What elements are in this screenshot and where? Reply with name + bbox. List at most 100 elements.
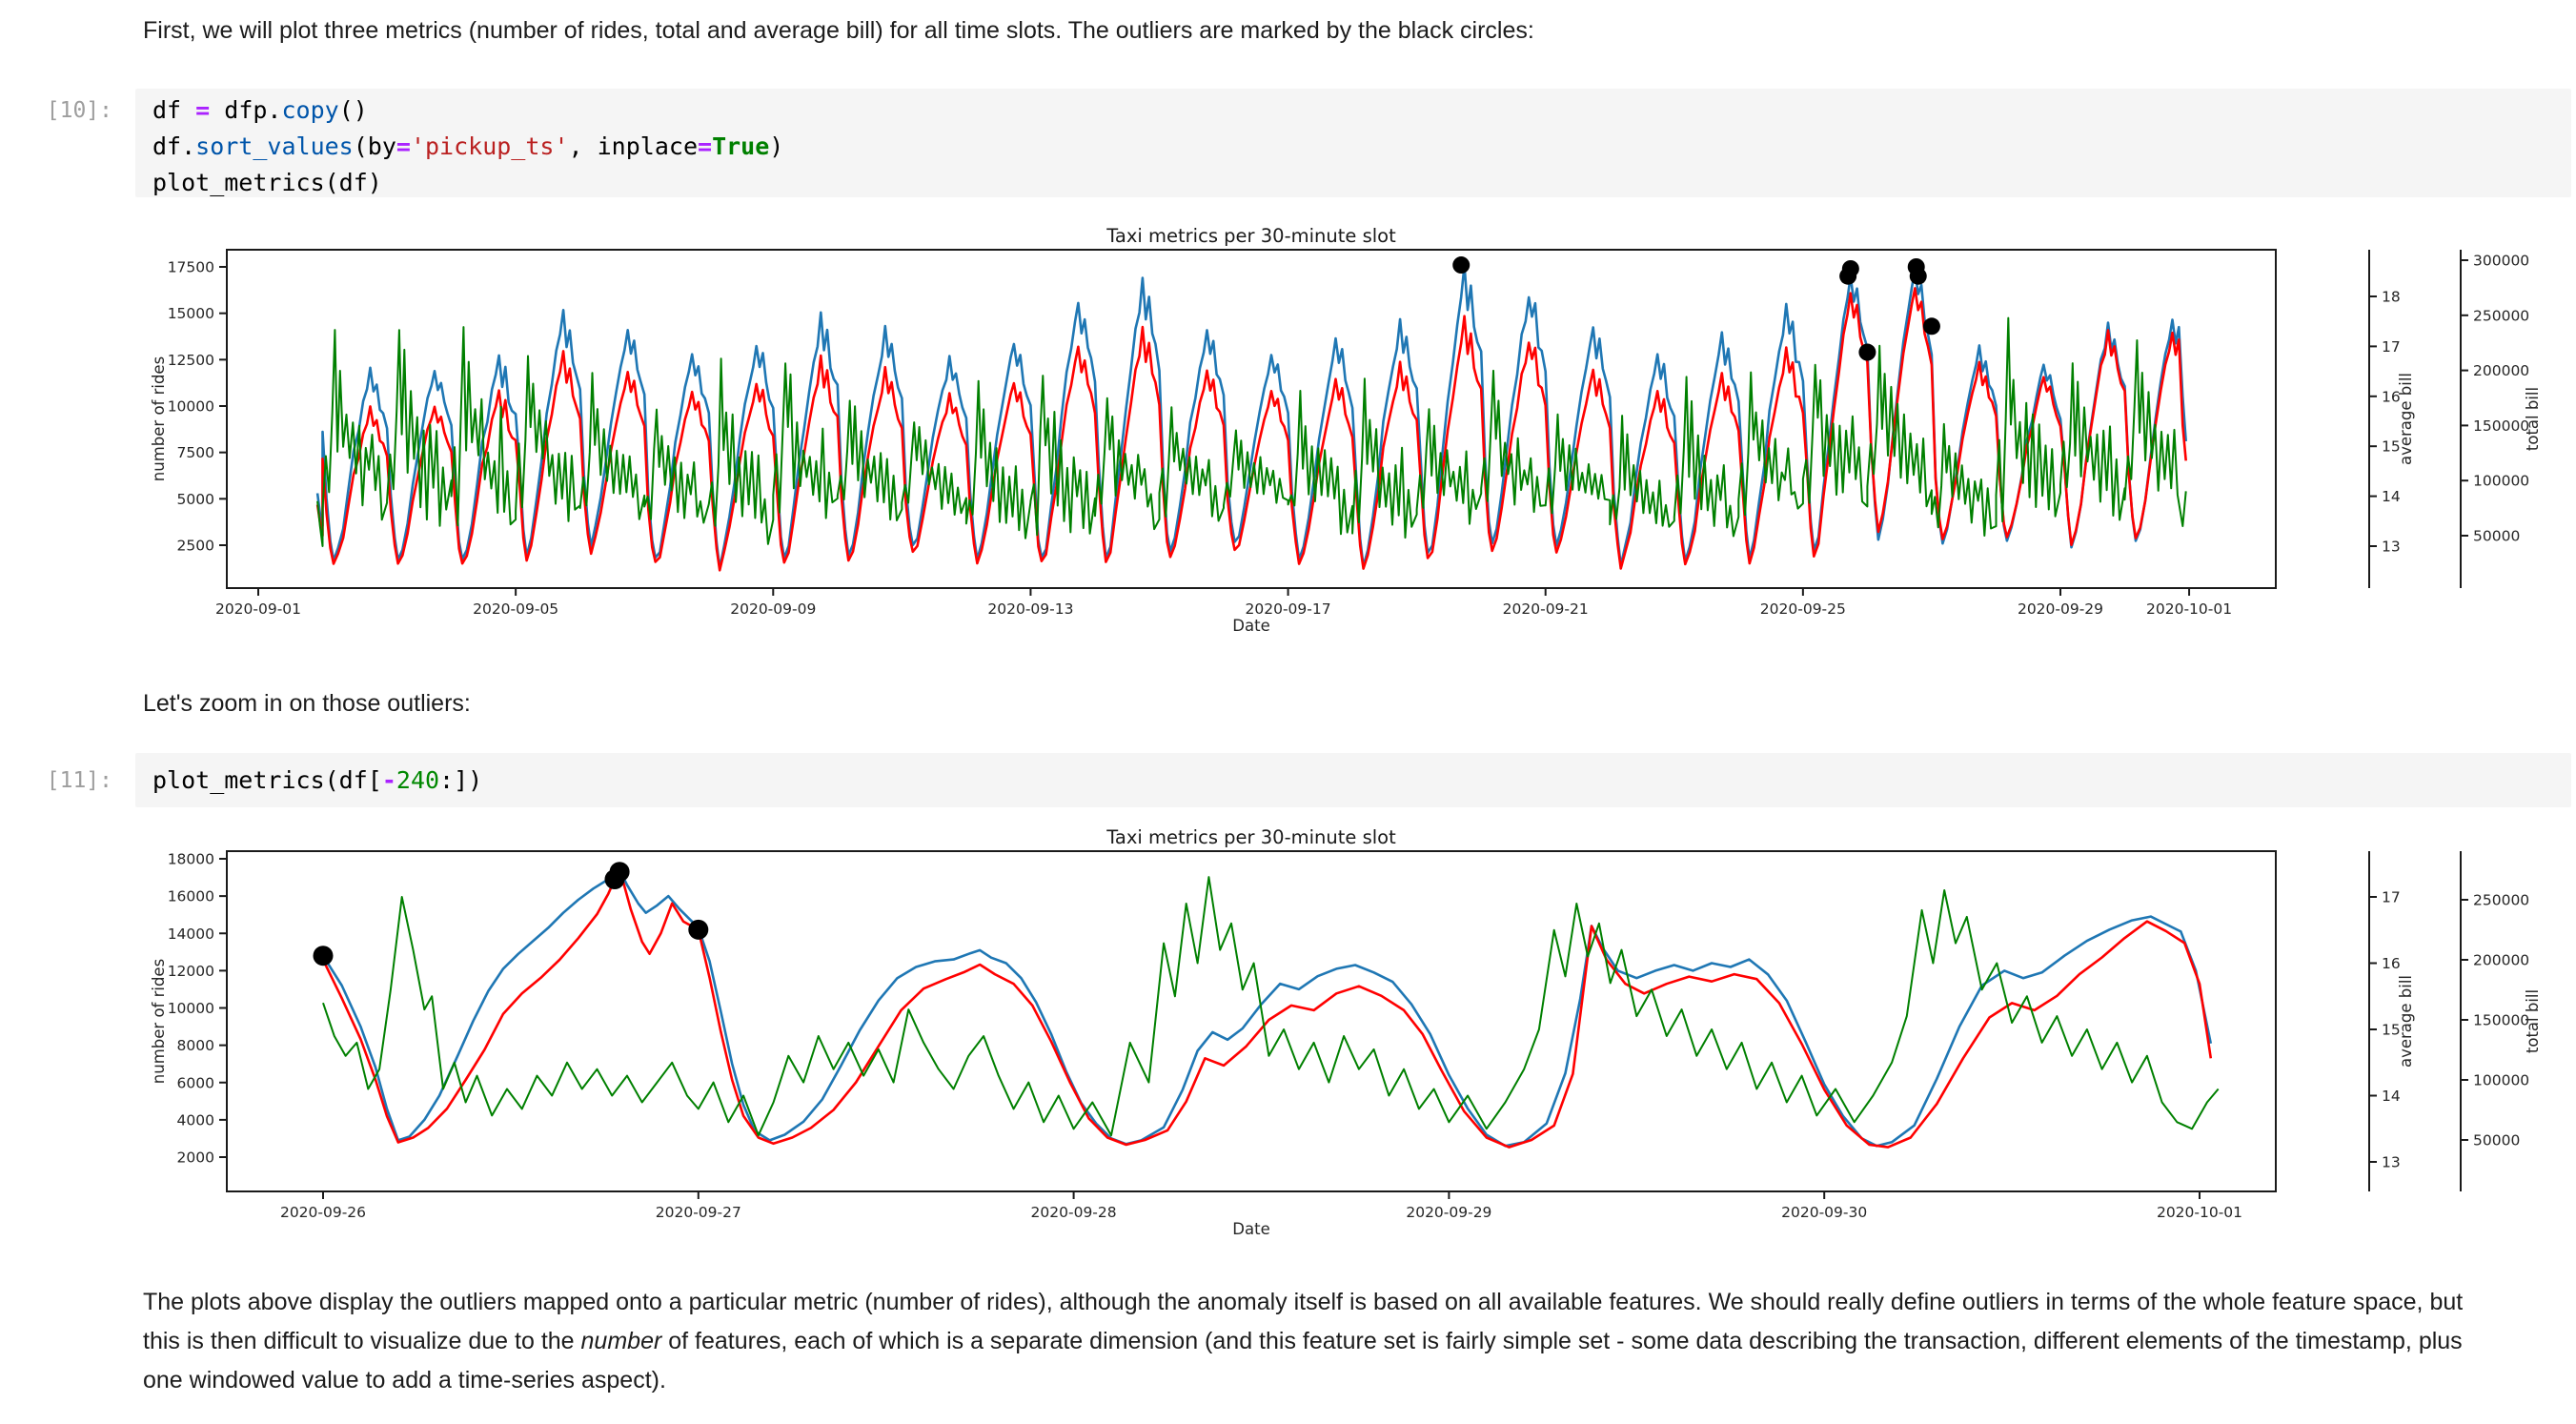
code-token: = bbox=[396, 132, 411, 160]
code-token: 'pickup_ts' bbox=[410, 132, 569, 160]
x-tick-label: 2020-09-05 bbox=[473, 600, 558, 618]
x-tick-label: 2020-09-29 bbox=[2018, 600, 2103, 618]
x-tick-label: 2020-09-26 bbox=[280, 1204, 366, 1221]
avg-tick-label: 16 bbox=[2382, 388, 2401, 405]
plot-frame bbox=[226, 850, 2277, 1192]
y-tick-label: 10000 bbox=[168, 398, 214, 416]
code-token: df. bbox=[152, 132, 196, 160]
y-tick-label: 17500 bbox=[168, 259, 214, 276]
code-token: 240 bbox=[396, 766, 440, 794]
x-tick-label: 2020-09-17 bbox=[1246, 600, 1331, 618]
code-token: df bbox=[152, 96, 196, 124]
code-token: , inplace bbox=[568, 132, 698, 160]
total-tick-label: 50000 bbox=[2473, 1132, 2520, 1149]
y-tick-label: 16000 bbox=[168, 888, 214, 905]
total-tick-label: 250000 bbox=[2473, 892, 2529, 909]
y-tick-label: 5000 bbox=[177, 491, 214, 508]
avg-tick-label: 14 bbox=[2382, 1088, 2401, 1105]
avg-tick-label: 17 bbox=[2382, 338, 2401, 356]
total-tick-label: 250000 bbox=[2473, 307, 2529, 324]
rides-axis-label: number of rides bbox=[150, 356, 168, 481]
y-tick-label: 2500 bbox=[177, 538, 214, 555]
x-axis-label: Date bbox=[1232, 1220, 1269, 1238]
x-tick-label: 2020-09-21 bbox=[1503, 600, 1589, 618]
code-token: = bbox=[698, 132, 713, 160]
markdown-discussion: The plots above display the outliers map… bbox=[143, 1283, 2478, 1400]
discussion-text-after: of features, each of which is a separate… bbox=[143, 1328, 2463, 1393]
markdown-zoom: Let's zoom in on those outliers: bbox=[143, 690, 471, 717]
code-token: plot_metrics(df[ bbox=[152, 766, 382, 794]
x-tick-label: 2020-09-25 bbox=[1760, 600, 1846, 618]
outlier-marker bbox=[609, 862, 630, 883]
y-tick-label: 12000 bbox=[168, 963, 214, 980]
x-tick-label: 2020-09-01 bbox=[215, 600, 301, 618]
code-token: plot_metrics(df) bbox=[152, 169, 382, 196]
outlier-marker bbox=[1841, 259, 1859, 277]
outlier-marker bbox=[1452, 256, 1471, 275]
avg-tick-label: 16 bbox=[2382, 955, 2401, 972]
code-editor-10[interactable]: df = dfp.copy() df.sort_values(by='picku… bbox=[135, 89, 2571, 205]
avg-axis-label: average bill bbox=[2397, 975, 2415, 1068]
total-tick-label: 200000 bbox=[2473, 362, 2529, 379]
outlier-marker bbox=[1909, 267, 1927, 285]
x-tick-label: 2020-09-09 bbox=[730, 600, 816, 618]
total-tick-label: 200000 bbox=[2473, 952, 2529, 969]
x-tick-label: 2020-09-27 bbox=[656, 1204, 741, 1221]
avg-tick-label: 15 bbox=[2382, 1022, 2401, 1039]
code-token: = bbox=[195, 96, 211, 124]
x-tick-label: 2020-09-30 bbox=[1781, 1204, 1867, 1221]
total-axis-label: total bill bbox=[2524, 387, 2542, 451]
total-tick-label: 150000 bbox=[2473, 1012, 2529, 1029]
y-tick-label: 14000 bbox=[168, 926, 214, 943]
y-tick-label: 2000 bbox=[177, 1149, 214, 1167]
code-token: - bbox=[381, 766, 396, 794]
total-tick-label: 300000 bbox=[2473, 253, 2529, 270]
y-tick-label: 4000 bbox=[177, 1111, 214, 1129]
y-tick-label: 7500 bbox=[177, 444, 214, 461]
code-token: () bbox=[338, 96, 368, 124]
outlier-marker bbox=[313, 946, 334, 966]
avg-tick-label: 13 bbox=[2382, 539, 2401, 556]
avg-tick-label: 14 bbox=[2382, 488, 2401, 505]
chart-overview: Taxi metrics per 30-minute slot 2020-09-0… bbox=[150, 225, 2542, 635]
code-token: ) bbox=[769, 132, 784, 160]
discussion-text-before: The plots above display the outliers map… bbox=[143, 1289, 2464, 1354]
code-token: copy bbox=[281, 96, 339, 124]
total-bill-line bbox=[321, 866, 2213, 1149]
cell-11-prompt: [11]: bbox=[46, 768, 112, 793]
y-tick-label: 8000 bbox=[177, 1037, 214, 1054]
chart-zoomed: Taxi metrics per 30-minute slot 2020-09-2… bbox=[150, 826, 2542, 1238]
outlier-marker bbox=[1922, 317, 1940, 336]
total-tick-label: 50000 bbox=[2473, 528, 2520, 545]
x-axis-label: Date bbox=[1232, 617, 1269, 635]
code-cell-10[interactable]: df = dfp.copy() df.sort_values(by='picku… bbox=[135, 89, 2571, 197]
code-token: (by bbox=[353, 132, 396, 160]
avg-tick-label: 13 bbox=[2382, 1154, 2401, 1171]
avg-axis-label: average bill bbox=[2397, 373, 2415, 465]
x-tick-label: 2020-09-29 bbox=[1406, 1204, 1491, 1221]
total-tick-label: 150000 bbox=[2473, 417, 2529, 435]
code-cell-11[interactable]: plot_metrics(df[-240:]) bbox=[135, 753, 2571, 807]
y-tick-label: 18000 bbox=[168, 851, 214, 868]
average-bill-line bbox=[316, 316, 2187, 547]
x-tick-label: 2020-10-01 bbox=[2146, 600, 2232, 618]
cell-10-prompt: [10]: bbox=[46, 98, 112, 123]
avg-tick-label: 17 bbox=[2382, 889, 2401, 906]
rides-axis-label: number of rides bbox=[150, 959, 168, 1084]
code-token: :]) bbox=[439, 766, 483, 794]
code-token: dfp. bbox=[210, 96, 282, 124]
markdown-intro: First, we will plot three metrics (numbe… bbox=[143, 17, 1534, 44]
y-tick-label: 6000 bbox=[177, 1074, 214, 1091]
y-tick-label: 15000 bbox=[168, 305, 214, 322]
discussion-text-italic: number bbox=[580, 1328, 662, 1354]
code-token: True bbox=[712, 132, 770, 160]
total-axis-label: total bill bbox=[2524, 989, 2542, 1053]
average-bill-line bbox=[322, 876, 2220, 1137]
code-editor-11[interactable]: plot_metrics(df[-240:]) bbox=[135, 753, 2571, 807]
y-tick-label: 10000 bbox=[168, 1000, 214, 1017]
outlier-marker bbox=[688, 919, 709, 940]
code-token: sort_values bbox=[195, 132, 354, 160]
total-tick-label: 100000 bbox=[2473, 1072, 2529, 1089]
outlier-marker bbox=[1858, 343, 1876, 361]
